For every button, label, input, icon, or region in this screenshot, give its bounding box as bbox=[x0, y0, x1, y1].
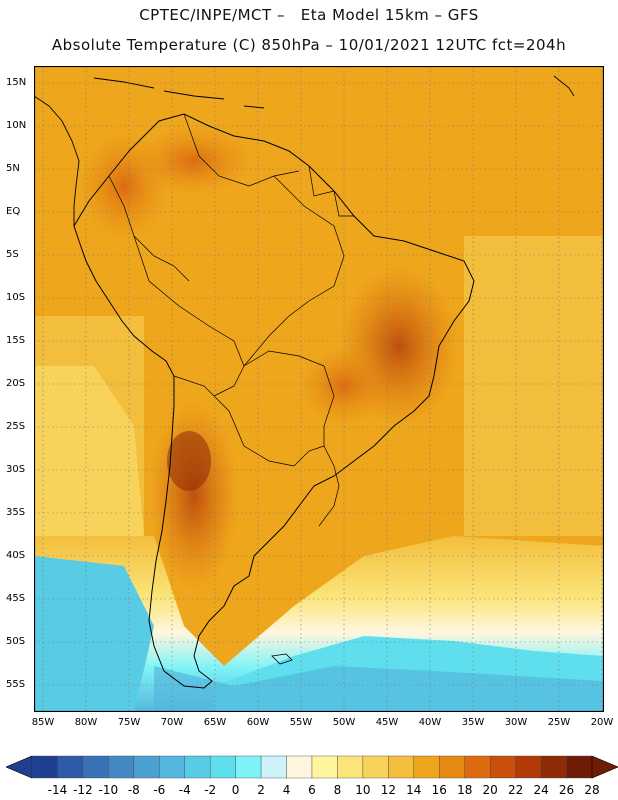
lon-label: 60W bbox=[246, 717, 270, 728]
colorbar-swatch bbox=[413, 755, 440, 779]
lon-label: 70W bbox=[160, 717, 184, 728]
colorbar-swatch bbox=[31, 755, 58, 779]
colorbar-label: 26 bbox=[558, 783, 575, 797]
colorbar-label: 4 bbox=[282, 783, 291, 797]
cold-west-tongue bbox=[34, 556, 154, 712]
colorbar-arrow-low bbox=[5, 755, 33, 779]
warm-argentina bbox=[149, 401, 239, 591]
colorbar-swatch bbox=[260, 755, 287, 779]
colorbar-swatch bbox=[235, 755, 262, 779]
lon-label: 55W bbox=[289, 717, 313, 728]
colorbar-label: 20 bbox=[482, 783, 498, 797]
lon-label: 40W bbox=[418, 717, 442, 728]
lon-label: 65W bbox=[203, 717, 227, 728]
temperature-map bbox=[33, 65, 605, 713]
colorbar-label: -14 bbox=[47, 783, 68, 797]
lon-label: 75W bbox=[117, 717, 141, 728]
colorbar-label: -8 bbox=[127, 783, 140, 797]
colorbar-label: -6 bbox=[153, 783, 166, 797]
country-borders bbox=[108, 113, 354, 527]
lat-label: 55S bbox=[6, 679, 26, 690]
colorbar-swatch bbox=[388, 755, 415, 779]
colorbar-label: -12 bbox=[73, 783, 93, 797]
colorbar-label: 14 bbox=[406, 783, 422, 797]
colorbar-swatch bbox=[184, 755, 211, 779]
colorbar-label: 18 bbox=[457, 783, 473, 797]
colorbar-arrow-high bbox=[591, 755, 618, 779]
lat-label: 10N bbox=[6, 120, 27, 131]
lon-label: 80W bbox=[74, 717, 98, 728]
colorbar-label: -10 bbox=[98, 783, 119, 797]
colorbar-label: 2 bbox=[257, 783, 265, 797]
colorbar-swatch bbox=[57, 755, 84, 779]
cold-southwest-band bbox=[154, 666, 604, 712]
colorbar-label: 8 bbox=[333, 783, 342, 797]
temperature-colorbar bbox=[5, 752, 618, 782]
graticule bbox=[34, 66, 604, 712]
colorbar-canvas bbox=[5, 755, 618, 779]
lat-label: 35S bbox=[6, 507, 26, 518]
central-america-coastline bbox=[33, 95, 80, 226]
lat-label: 25S bbox=[6, 421, 26, 432]
colorbar-label: 16 bbox=[431, 783, 447, 797]
colorbar-label: 12 bbox=[380, 783, 396, 797]
south-america-coastline bbox=[73, 113, 475, 689]
lat-label: 15S bbox=[6, 335, 26, 346]
colorbar-label: 28 bbox=[584, 783, 600, 797]
map-title: CPTEC/INPE/MCT – Eta Model 15km – GFS bbox=[139, 6, 479, 24]
warm-argentina-core bbox=[167, 431, 211, 491]
colorbar-swatch bbox=[82, 755, 109, 779]
falkland-islands bbox=[271, 653, 293, 665]
lat-label: 50S bbox=[6, 636, 26, 647]
colorbar-swatch bbox=[439, 755, 465, 779]
map-subtitle: Absolute Temperature (C) 850hPa – 10/01/… bbox=[51, 36, 567, 54]
lat-label: 45S bbox=[6, 593, 26, 604]
colorbar-swatch bbox=[489, 755, 516, 779]
colorbar-swatch bbox=[159, 755, 185, 779]
colorbar-swatch bbox=[464, 755, 491, 779]
lon-label: 35W bbox=[461, 717, 485, 728]
caribbean-islands bbox=[93, 75, 575, 109]
lat-label: 40S bbox=[6, 550, 26, 561]
map-canvas bbox=[33, 65, 605, 713]
lat-label: 5N bbox=[6, 163, 20, 174]
lat-label: 15N bbox=[6, 77, 27, 88]
colorbar-swatch bbox=[566, 755, 593, 779]
lat-label: 5S bbox=[6, 249, 19, 260]
colorbar-swatch bbox=[133, 755, 160, 779]
colorbar-swatch bbox=[515, 755, 542, 779]
lon-label: 25W bbox=[547, 717, 571, 728]
lon-label: 45W bbox=[375, 717, 399, 728]
colorbar-swatch bbox=[362, 755, 389, 779]
warm-venezuela bbox=[134, 126, 254, 196]
colorbar-label: 10 bbox=[355, 783, 371, 797]
lat-label: EQ bbox=[6, 206, 21, 217]
colorbar-label: 24 bbox=[533, 783, 549, 797]
lat-label: 20S bbox=[6, 378, 26, 389]
ocean-band-east bbox=[464, 236, 604, 536]
colorbar-label: -2 bbox=[204, 783, 217, 797]
colorbar-swatch bbox=[337, 755, 364, 779]
lon-label: 85W bbox=[31, 717, 55, 728]
colorbar-swatch bbox=[108, 755, 135, 779]
colorbar-label: 0 bbox=[231, 783, 240, 797]
lon-label: 50W bbox=[332, 717, 356, 728]
lat-label: 30S bbox=[6, 464, 26, 475]
colorbar-label: 6 bbox=[308, 783, 316, 797]
colorbar-label: 22 bbox=[507, 783, 524, 797]
colorbar-label: -4 bbox=[178, 783, 191, 797]
lat-label: 10S bbox=[6, 292, 26, 303]
lon-label: 20W bbox=[590, 717, 614, 728]
colorbar-swatch bbox=[286, 755, 313, 779]
colorbar-swatch bbox=[209, 755, 236, 779]
colorbar-swatch bbox=[311, 755, 338, 779]
map-frame bbox=[33, 65, 605, 713]
colorbar-swatch bbox=[540, 755, 567, 779]
lon-label: 30W bbox=[504, 717, 528, 728]
cool-ocean-west bbox=[34, 366, 144, 546]
